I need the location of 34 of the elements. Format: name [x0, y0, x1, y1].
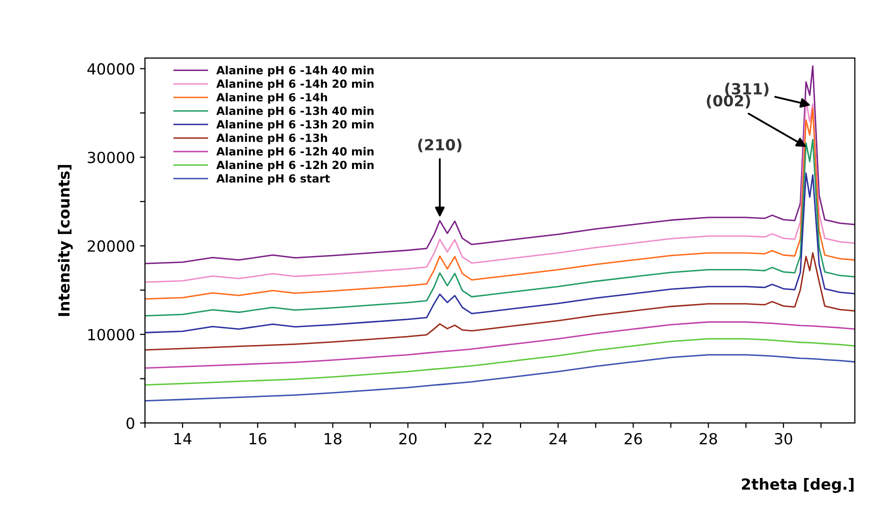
annotation: (002): [706, 94, 750, 108]
legend-label: Alanine pH 6 -14h 40 min: [216, 66, 374, 77]
x-tick-label: 18: [324, 432, 342, 445]
legend-label: Alanine pH 6 -13h 20 min: [216, 120, 374, 131]
legend-label: Alanine pH 6 -12h 40 min: [216, 146, 374, 158]
y-tick-label: 10000: [88, 328, 134, 340]
x-tick-label: 26: [624, 432, 642, 445]
legend-label: Alanine pH 6 -12h 20 min: [216, 160, 374, 172]
y-tick-label: 30000: [88, 152, 134, 164]
line-series: [144, 65, 855, 264]
legend-label: Alanine pH 6 -14h 20 min: [216, 79, 374, 90]
x-tick-label: 30: [774, 432, 792, 445]
line-series: [144, 252, 855, 351]
annotation: (210): [418, 138, 462, 152]
line-series: [144, 172, 855, 334]
x-tick-label: 14: [174, 433, 192, 444]
x-tick-label: 16: [250, 432, 266, 445]
y-tick-label: 20000: [88, 240, 134, 252]
x-axis-title: 2theta [deg.]: [742, 478, 854, 493]
legend-label: Alanine pH 6 -14h: [216, 92, 328, 104]
line-series: [144, 354, 855, 402]
legend-label: Alanine pH 6 -13h 40 min: [216, 106, 374, 118]
x-tick-label: 20: [399, 432, 417, 445]
y-axis-title: Intensity [counts]: [58, 164, 73, 316]
legend-label: Alanine pH 6 start: [216, 174, 330, 185]
x-tick-label: 22: [474, 432, 492, 444]
line-series: [144, 321, 855, 369]
annotation: (311): [725, 82, 768, 96]
line-series: [144, 338, 855, 386]
x-tick-label: 28: [700, 432, 718, 445]
legend-label: Alanine pH 6 -13h: [216, 133, 328, 144]
x-tick-label: 24: [550, 432, 567, 444]
y-tick-label: 0: [126, 417, 134, 429]
y-tick-label: 40000: [87, 63, 134, 75]
